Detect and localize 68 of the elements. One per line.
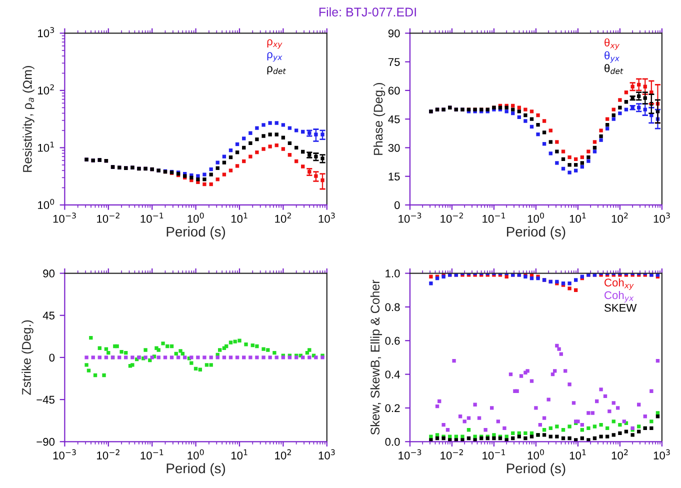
text: ρ$_{yx}$ (267, 52, 282, 62)
y-tick-label: 1.0 (386, 270, 400, 278)
series-label: Coh$_{xy}$ (604, 278, 634, 290)
x-axis-title: Period (s) (166, 463, 226, 476)
y-tick-label: 30 (388, 144, 400, 152)
y-tick-label: 10$^{0}$ (38, 198, 54, 210)
x-tick-label: 10$^{2}$ (275, 212, 291, 223)
text: File: BTJ-077.EDI (319, 7, 416, 16)
y-tick-label: 0.6 (385, 336, 400, 345)
y-tick-label: 45 (388, 115, 400, 124)
x-tick-label: 10$^{−3}$ (53, 212, 76, 223)
y-axis-title: Phase (Deg.) (373, 83, 386, 155)
y-tick-label: 0.8 (385, 303, 400, 312)
y-tick-label: 45 (42, 312, 55, 320)
text: ρ$_{det}$ (267, 66, 286, 74)
y-tick-label: 75 (388, 58, 400, 66)
x-tick-label: 10$^{0}$ (528, 212, 544, 223)
x-tick-label: 10$^{−3}$ (398, 449, 422, 460)
y-tick-label: −90 (36, 438, 55, 446)
text: θ$_{det}$ (604, 64, 624, 74)
y-tick-label: 0 (49, 354, 55, 362)
x-axis-title: Period (s) (506, 226, 566, 240)
y-tick-label: 10$^{1}$ (38, 142, 54, 152)
x-tick-label: 10$^{−1}$ (140, 449, 164, 460)
x-tick-label: 10$^{3}$ (318, 449, 335, 460)
y-tick-label: 15 (388, 172, 400, 180)
x-tick-label: 10$^{2}$ (275, 449, 291, 460)
x-axis-title: Period (s) (506, 463, 566, 476)
y-tick-label: 0 (394, 201, 400, 210)
y-tick-label: 90 (388, 29, 400, 38)
x-tick-label: 10$^{2}$ (612, 212, 628, 223)
x-axis-title: Period (s) (166, 226, 226, 240)
text: θ$_{xy}$ (604, 38, 620, 50)
text: SKEW (604, 304, 637, 312)
x-tick-label: 10$^{−2}$ (440, 212, 463, 223)
y-axis-title: Resistivity, ρ$_{a}$ (Ωm) (22, 66, 34, 172)
y-axis-title: Zstrike (Deg.) (22, 320, 34, 395)
x-tick-label: 10$^{−2}$ (440, 449, 463, 460)
y-tick-label: 10$^{3}$ (38, 27, 54, 38)
y-tick-label: 90 (43, 270, 55, 278)
x-tick-label: 10$^{0}$ (188, 212, 204, 223)
x-tick-label: 10$^{1}$ (570, 212, 586, 223)
x-tick-label: 10$^{1}$ (231, 449, 248, 460)
y-tick-label: 60 (388, 86, 400, 95)
x-tick-label: 10$^{−1}$ (482, 212, 505, 223)
y-tick-label: 0.2 (385, 404, 400, 412)
x-tick-label: 10$^{−1}$ (482, 449, 505, 460)
x-tick-label: 10$^{0}$ (528, 449, 544, 460)
text: Coh$_{yx}$ (604, 290, 634, 302)
y-axis-title: Skew, SkewB, Ellip & Coher (370, 280, 382, 435)
y-tick-label: 10$^{2}$ (38, 84, 54, 94)
x-tick-label: 10$^{−3}$ (53, 449, 76, 460)
y-tick-label: 0.0 (385, 438, 400, 446)
text: θ$_{yx}$ (604, 51, 620, 63)
x-tick-label: 10$^{−2}$ (97, 449, 120, 460)
x-tick-label: 10$^{3}$ (654, 449, 670, 460)
x-tick-label: 10$^{−3}$ (398, 212, 422, 223)
x-tick-label: 10$^{2}$ (612, 449, 628, 460)
y-tick-label: 0.4 (385, 370, 400, 378)
text: ρ$_{xy}$ (267, 39, 282, 49)
x-tick-label: 10$^{3}$ (654, 212, 670, 223)
x-tick-label: 10$^{0}$ (188, 449, 204, 460)
x-tick-label: 10$^{−2}$ (97, 212, 120, 223)
x-tick-label: 10$^{3}$ (318, 212, 335, 223)
x-tick-label: 10$^{1}$ (570, 449, 586, 460)
x-tick-label: 10$^{−1}$ (140, 212, 164, 223)
y-tick-label: −45 (36, 396, 55, 404)
x-tick-label: 10$^{1}$ (231, 212, 248, 223)
